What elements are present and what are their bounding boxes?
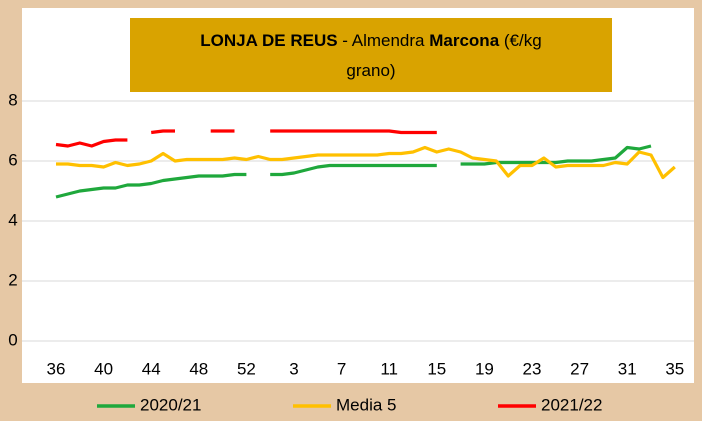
x-tick-label: 35: [665, 359, 684, 378]
title-part: LONJA DE REUS: [200, 31, 337, 50]
y-tick-label: 8: [8, 90, 17, 109]
series-line: [55, 144, 652, 199]
x-tick-label: 19: [475, 359, 494, 378]
series-line: [55, 129, 437, 148]
title-part: grano): [346, 61, 395, 80]
y-tick-label: 0: [8, 330, 17, 349]
y-tick-label: 6: [8, 150, 17, 169]
x-tick-label: 15: [427, 359, 446, 378]
x-tick-label: 36: [47, 359, 66, 378]
x-tick-label: 3: [289, 359, 298, 378]
title-part: - Almendra: [338, 31, 430, 50]
x-tick-label: 44: [142, 359, 161, 378]
y-tick-label: 4: [8, 210, 17, 229]
x-tick-label: 23: [523, 359, 542, 378]
legend-label: 2020/21: [140, 395, 201, 414]
x-tick-label: 40: [94, 359, 113, 378]
series-line: [56, 145, 676, 180]
title-part: (€/kg: [499, 31, 542, 50]
legend-label: Media 5: [336, 395, 396, 414]
x-tick-label: 7: [337, 359, 346, 378]
x-tick-label: 27: [570, 359, 589, 378]
title-box: [130, 18, 612, 92]
title-line: grano): [346, 61, 395, 80]
lines: [55, 129, 676, 199]
x-tick-label: 52: [237, 359, 256, 378]
x-tick-label: 31: [618, 359, 637, 378]
y-tick-label: 2: [8, 270, 17, 289]
x-tick-label: 11: [380, 359, 398, 378]
title-line: LONJA DE REUS - Almendra Marcona (€/kg: [200, 31, 541, 50]
x-tick-label: 48: [189, 359, 208, 378]
legend-label: 2021/22: [541, 395, 602, 414]
title-part: Marcona: [429, 31, 499, 50]
